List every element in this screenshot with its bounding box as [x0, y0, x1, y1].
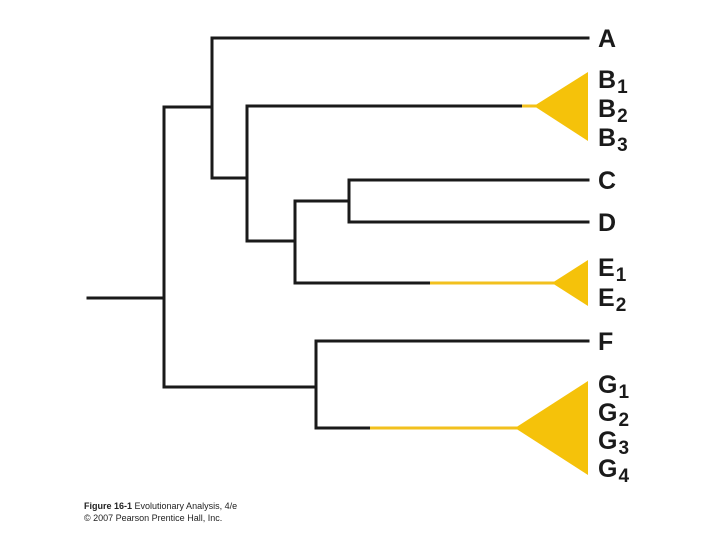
- caption-line-1: Figure 16-1 Evolutionary Analysis, 4/e: [84, 500, 237, 512]
- figure-caption: Figure 16-1 Evolutionary Analysis, 4/e ©…: [84, 500, 237, 524]
- figure-number: Figure 16-1: [84, 501, 133, 511]
- taxon-label-E1: E1: [598, 254, 627, 286]
- taxon-label-B3: B3: [598, 124, 628, 156]
- clade-E-triangle: [552, 260, 588, 306]
- book-title: Evolutionary Analysis, 4/e: [134, 501, 238, 511]
- taxon-label-B2: B2: [598, 95, 628, 127]
- taxon-label-D: D: [598, 209, 617, 237]
- caption-copyright: © 2007 Pearson Prentice Hall, Inc.: [84, 513, 223, 523]
- taxon-label-F: F: [598, 328, 614, 356]
- taxon-label-G1: G1: [598, 371, 630, 403]
- taxon-label-A: A: [598, 25, 617, 53]
- taxon-label-G3: G3: [598, 427, 630, 459]
- taxon-label-G2: G2: [598, 399, 630, 431]
- clade-G-triangle: [515, 381, 588, 475]
- taxon-label-C: C: [598, 167, 617, 195]
- taxon-label-E2: E2: [598, 284, 627, 316]
- clade-B-triangle: [534, 72, 588, 141]
- taxon-label-G4: G4: [598, 455, 630, 487]
- taxon-label-B1: B1: [598, 66, 628, 98]
